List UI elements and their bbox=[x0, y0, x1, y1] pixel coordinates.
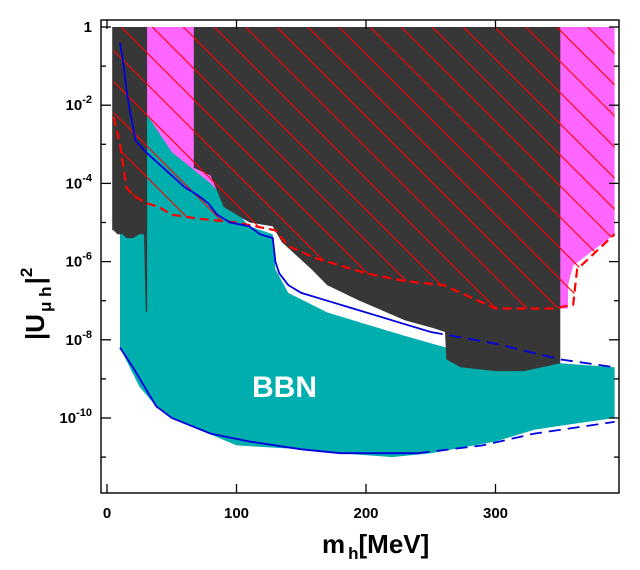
axes: 0 100 200 300 1 10-2 10-4 10-6 10-8 10-10 bbox=[59, 19, 620, 522]
x-axis-title-sub: h bbox=[348, 544, 358, 563]
plot-frame bbox=[100, 19, 620, 494]
dark-strip bbox=[143, 203, 148, 313]
x-axis-title: m h[MeV] bbox=[322, 529, 429, 563]
lines-layer bbox=[119, 42, 615, 455]
y-axis-title-close: | bbox=[20, 277, 50, 284]
y-tick-label: 10-6 bbox=[66, 251, 92, 271]
y-tick-label: 10-10 bbox=[59, 407, 92, 427]
y-tick-label: 1 bbox=[84, 19, 92, 36]
blue-lower-boundary bbox=[119, 347, 418, 455]
x-axis-title-main: m bbox=[322, 529, 345, 559]
blue-lower-boundary-dashed bbox=[417, 421, 615, 455]
y-tick-label: 10-4 bbox=[66, 172, 93, 192]
x-tick-label: 0 bbox=[103, 505, 111, 522]
y-tick-label: 10-8 bbox=[66, 329, 92, 349]
y-axis-title-main: |U bbox=[20, 314, 50, 340]
bbn-annotation: BBN bbox=[252, 371, 317, 404]
x-tick-label: 100 bbox=[224, 505, 249, 522]
blue-upper-boundary-dashed bbox=[430, 331, 615, 369]
hatched-excluded-region bbox=[113, 27, 615, 309]
hatch-layer bbox=[112, 27, 616, 310]
hatched-region-boundary bbox=[112, 116, 616, 310]
x-tick-label: 300 bbox=[483, 505, 508, 522]
y-tick-label: 10-2 bbox=[66, 94, 92, 114]
x-axis-title-unit: [MeV] bbox=[359, 529, 430, 559]
y-axis-title-sub: μ h bbox=[36, 286, 55, 312]
y-axis-title: |U μ h |2 bbox=[17, 268, 55, 340]
blue-upper-boundary bbox=[119, 42, 432, 333]
x-tick-label: 200 bbox=[353, 505, 378, 522]
y-axis-title-sup: 2 bbox=[17, 268, 36, 277]
